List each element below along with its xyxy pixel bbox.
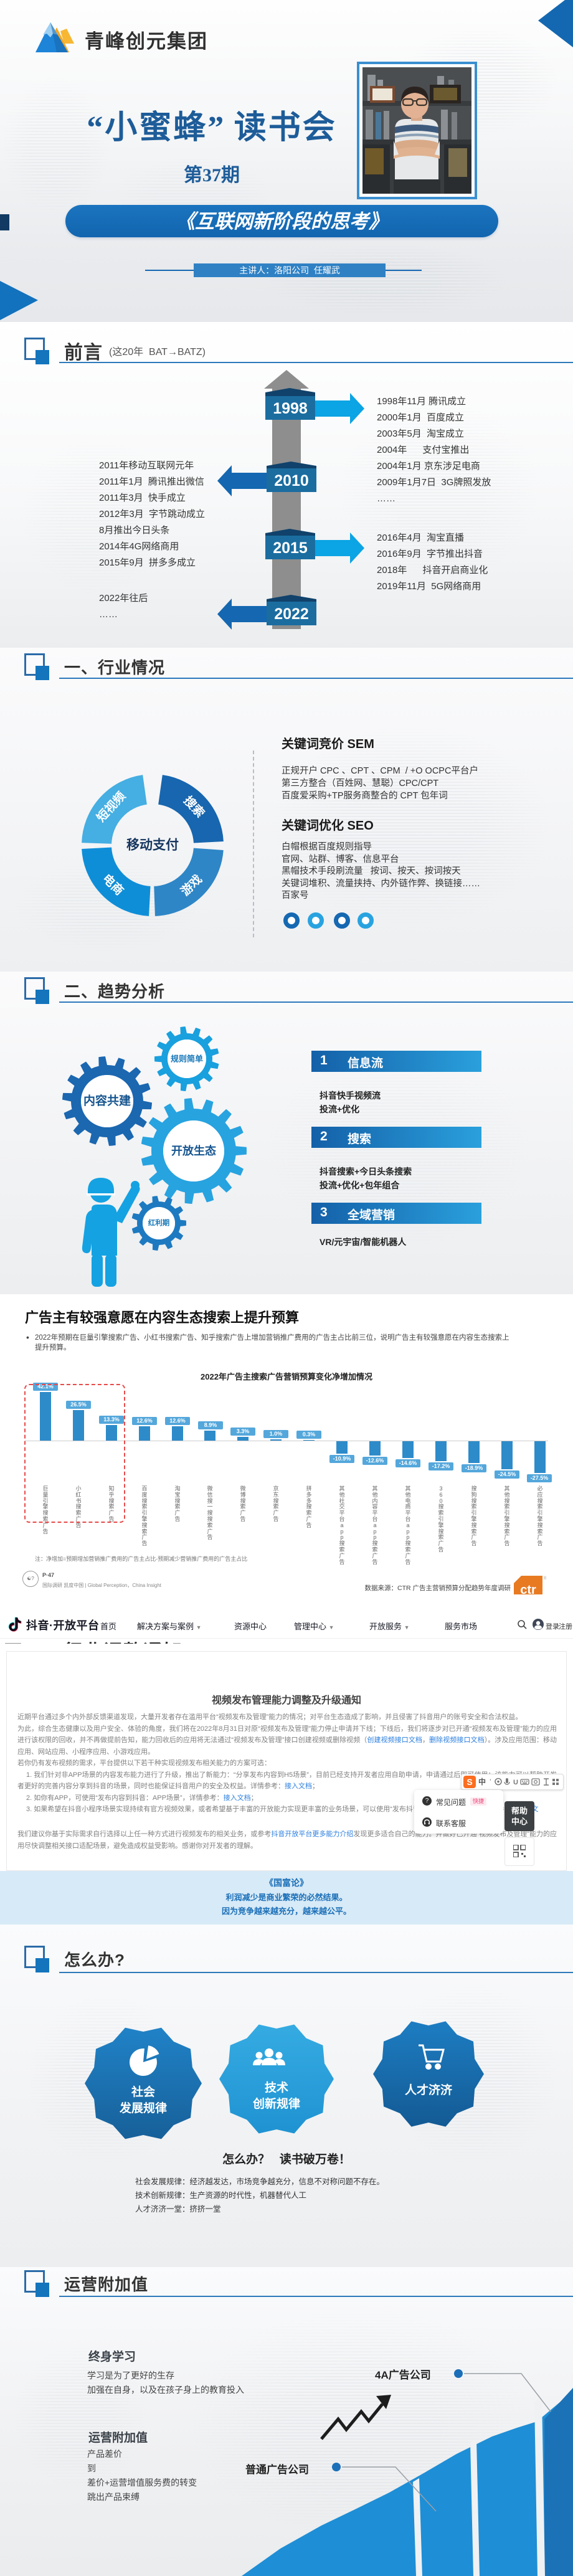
- svg-text:内容共建: 内容共建: [83, 1094, 131, 1108]
- svg-text:发展规律: 发展规律: [119, 2101, 167, 2115]
- svg-text:2015: 2015: [273, 539, 308, 557]
- svg-text:人才济济: 人才济济: [405, 2083, 453, 2097]
- svg-text:1998: 1998: [273, 400, 308, 417]
- svg-text:U: U: [513, 1779, 518, 1786]
- svg-text:技术: 技术: [265, 2080, 288, 2095]
- svg-text:开放生态: 开放生态: [171, 1144, 216, 1157]
- svg-text:ctr: ctr: [520, 1583, 536, 1597]
- svg-text:®: ®: [544, 1576, 546, 1581]
- svg-text:社会: 社会: [131, 2085, 155, 2099]
- svg-text:’: ’: [490, 1778, 491, 1786]
- svg-text:红利期: 红利期: [148, 1218, 170, 1227]
- svg-text:规则简单: 规则简单: [171, 1054, 203, 1064]
- svg-text:2010: 2010: [274, 472, 309, 490]
- svg-text:2022: 2022: [274, 605, 309, 623]
- svg-text:创新规律: 创新规律: [252, 2096, 300, 2111]
